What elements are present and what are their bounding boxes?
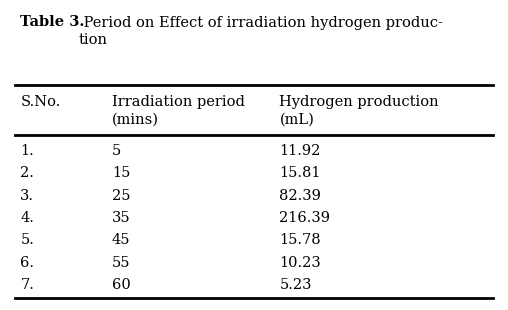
Text: Table 3.: Table 3. bbox=[20, 16, 85, 29]
Text: 11.92: 11.92 bbox=[279, 144, 321, 158]
Text: 5.: 5. bbox=[20, 233, 34, 247]
Text: 35: 35 bbox=[112, 211, 131, 225]
Text: 55: 55 bbox=[112, 256, 130, 270]
Text: Irradiation period
(mins): Irradiation period (mins) bbox=[112, 95, 245, 127]
Text: S.No.: S.No. bbox=[20, 95, 60, 108]
Text: 15: 15 bbox=[112, 166, 130, 180]
Text: 15.78: 15.78 bbox=[279, 233, 321, 247]
Text: 216.39: 216.39 bbox=[279, 211, 330, 225]
Text: Hydrogen production
(mL): Hydrogen production (mL) bbox=[279, 95, 439, 127]
Text: 4.: 4. bbox=[20, 211, 34, 225]
Text: 25: 25 bbox=[112, 189, 130, 203]
Text: 1.: 1. bbox=[20, 144, 34, 158]
Text: 3.: 3. bbox=[20, 189, 35, 203]
Text: 15.81: 15.81 bbox=[279, 166, 321, 180]
Text: 82.39: 82.39 bbox=[279, 189, 321, 203]
Text: 45: 45 bbox=[112, 233, 130, 247]
Text: 2.: 2. bbox=[20, 166, 34, 180]
Text: 5.23: 5.23 bbox=[279, 278, 312, 292]
Text: 10.23: 10.23 bbox=[279, 256, 321, 270]
Text: Period on Effect of irradiation hydrogen produc-
tion: Period on Effect of irradiation hydrogen… bbox=[79, 16, 442, 47]
Text: 5: 5 bbox=[112, 144, 121, 158]
Text: 60: 60 bbox=[112, 278, 131, 292]
Text: 6.: 6. bbox=[20, 256, 35, 270]
Text: 7.: 7. bbox=[20, 278, 34, 292]
